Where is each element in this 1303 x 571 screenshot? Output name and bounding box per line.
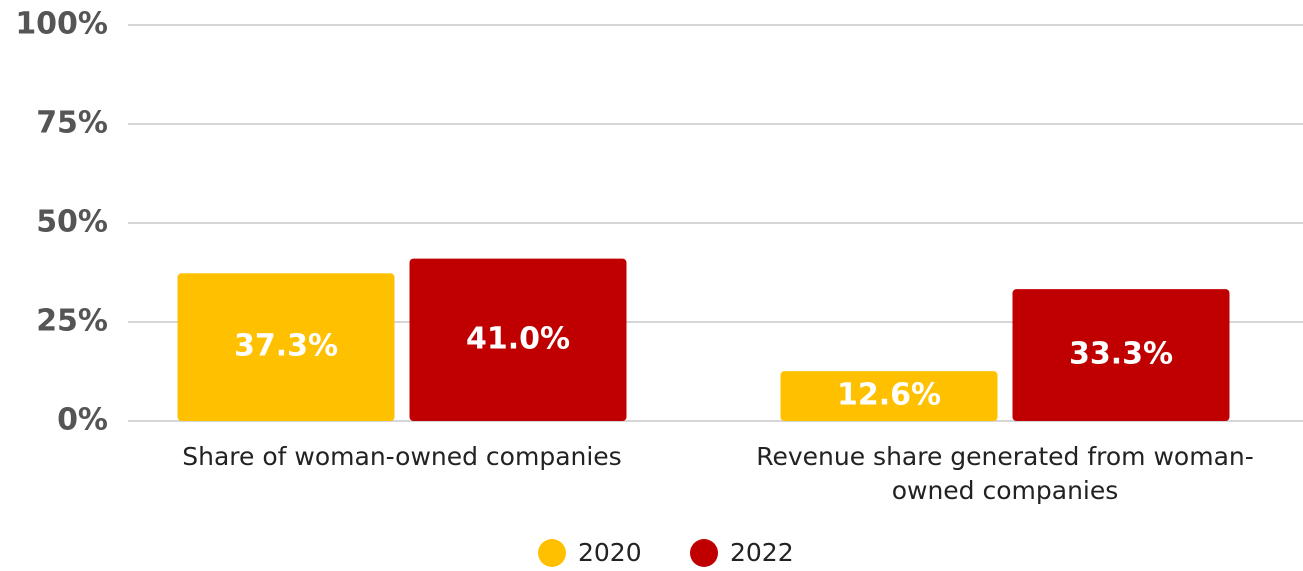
y-tick-label: 75% bbox=[36, 106, 108, 141]
legend-label: 2022 bbox=[730, 538, 794, 567]
y-tick-label: 0% bbox=[57, 403, 108, 438]
y-tick-label: 100% bbox=[15, 7, 108, 42]
x-tick-label: Share of woman-owned companies bbox=[182, 442, 622, 471]
y-tick-label: 25% bbox=[36, 304, 108, 339]
bar bbox=[409, 258, 627, 421]
legend-swatch bbox=[690, 539, 718, 567]
value-label: 12.6% bbox=[837, 378, 941, 413]
y-tick-label: 50% bbox=[36, 205, 108, 240]
value-label: 41.0% bbox=[466, 321, 570, 356]
legend-swatch bbox=[538, 539, 566, 567]
bar bbox=[1012, 289, 1230, 421]
legend-label: 2020 bbox=[578, 538, 642, 567]
bar bbox=[780, 371, 998, 421]
value-label: 33.3% bbox=[1069, 337, 1173, 372]
value-label: 37.3% bbox=[234, 329, 338, 364]
x-tick-label: Revenue share generated from woman-owned… bbox=[756, 442, 1254, 505]
bar bbox=[177, 273, 395, 421]
